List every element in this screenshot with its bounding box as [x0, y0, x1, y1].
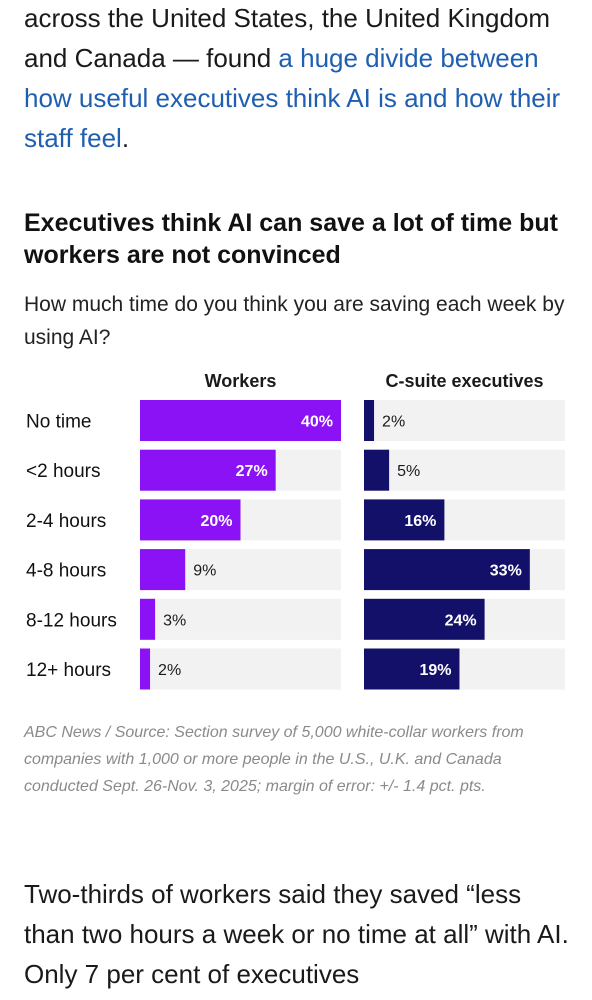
divide-link[interactable]: a huge divide between how useful executi…	[24, 43, 561, 153]
bar-1	[364, 499, 445, 541]
category-label: 4-8 hours	[26, 561, 106, 582]
bar-1	[364, 598, 485, 640]
bar-track	[140, 648, 341, 690]
data-label: 2%	[382, 414, 405, 431]
body-paragraph: Two-thirds of workers said they saved “l…	[24, 879, 569, 989]
chart-title: Executives think AI can save a lot of ti…	[24, 209, 558, 269]
bar-0	[140, 449, 276, 491]
category-label: 12+ hours	[26, 660, 111, 681]
data-label: 19%	[419, 662, 451, 679]
data-label: 9%	[193, 563, 216, 580]
bar-track	[140, 598, 341, 640]
category-label: <2 hours	[26, 461, 100, 482]
category-label: 2-4 hours	[26, 511, 106, 532]
bar-1	[364, 400, 375, 441]
chart-subtitle: How much time do you think you are savin…	[24, 293, 565, 349]
bar-0	[140, 648, 151, 690]
bar-1	[364, 648, 460, 690]
data-label: 3%	[163, 612, 186, 629]
data-label: 5%	[397, 463, 420, 480]
intro-text: across the United States, the United Kin…	[24, 3, 551, 73]
bar-1	[364, 449, 390, 491]
bar-track	[364, 449, 565, 491]
data-label: 40%	[301, 414, 333, 431]
data-label: 27%	[236, 463, 268, 480]
bar-chart: Workers C-suite executives No time 40% 2% <2 …	[26, 371, 565, 690]
series-header-1: C-suite executives	[385, 371, 543, 391]
bar-0	[140, 400, 341, 441]
data-label: 24%	[445, 612, 477, 629]
data-label: 33%	[490, 563, 522, 580]
source-note: ABC News / Source: Section survey of 5,0…	[24, 724, 524, 795]
bar-0	[140, 499, 241, 541]
category-label: No time	[26, 412, 91, 433]
data-label: 16%	[404, 513, 436, 530]
series-header-0: Workers	[205, 371, 277, 391]
category-label: 8-12 hours	[26, 610, 117, 631]
bar-0	[140, 549, 186, 591]
bar-1	[364, 549, 530, 591]
data-label: 20%	[200, 513, 232, 530]
bar-0	[140, 598, 156, 640]
bar-track	[364, 400, 565, 441]
data-label: 2%	[158, 662, 181, 679]
intro-paragraph: across the United States, the United Kin…	[24, 0, 572, 158]
intro-text-end: .	[121, 123, 130, 153]
